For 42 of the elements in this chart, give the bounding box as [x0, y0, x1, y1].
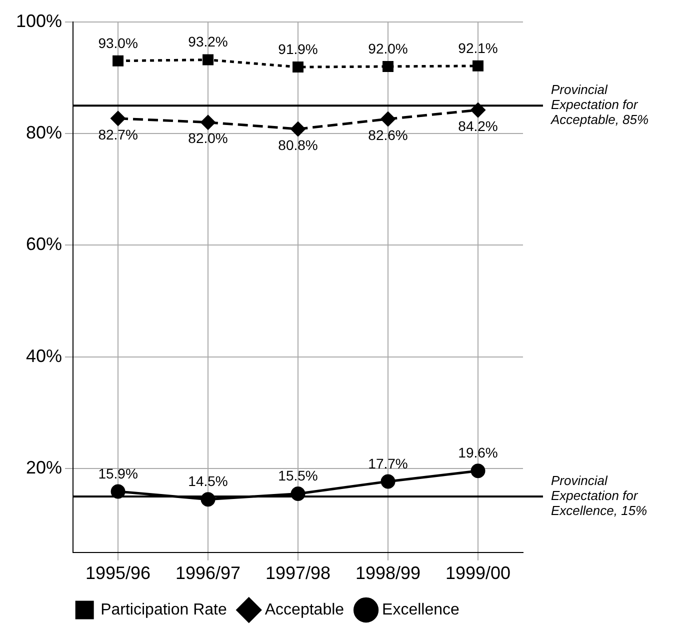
data-label: 19.6% [458, 444, 498, 461]
x-tick-label: 1997/98 [265, 563, 331, 584]
x-tick-label: 1999/00 [445, 563, 511, 584]
data-label: 82.7% [98, 126, 138, 142]
data-label: 91.9% [278, 40, 318, 57]
legend-label: Excellence [382, 601, 460, 618]
point [380, 112, 396, 126]
data-label: 14.5% [188, 473, 228, 490]
y-tick-label: 100% [16, 10, 62, 31]
legend-label: Acceptable [264, 601, 344, 618]
data-label: 84.2% [458, 118, 498, 134]
y-tick-label: 20% [26, 458, 62, 478]
data-label: 82.6% [368, 126, 408, 143]
point [380, 474, 396, 489]
point [110, 111, 126, 126]
data-label: 93.0% [98, 34, 138, 51]
data-label: 15.9% [98, 465, 138, 482]
point [470, 464, 486, 478]
data-label: 17.7% [368, 455, 408, 472]
data-label: 92.1% [458, 40, 498, 56]
point [382, 60, 394, 72]
point [112, 55, 124, 66]
data-label: 82.0% [188, 130, 228, 146]
point [292, 62, 304, 73]
data-label: 15.5% [278, 468, 318, 484]
point [200, 115, 216, 130]
point [470, 102, 486, 118]
y-tick-label: 40% [26, 346, 62, 366]
data-label: 92.0% [368, 40, 408, 56]
y-tick-label: 80% [26, 122, 62, 142]
point [202, 54, 214, 66]
x-tick-label: 1998/99 [355, 563, 421, 584]
ref-line-label: Provincial Expectation for Acceptable, 85% [550, 82, 649, 128]
data-label: 80.8% [278, 136, 318, 153]
y-tick-label: 60% [26, 234, 62, 254]
x-tick-label: 1995/96 [85, 563, 151, 584]
legend-label: Participation Rate [100, 601, 227, 618]
point [472, 60, 484, 72]
ref-line-label: Provincial Expectation for Excellence, 15% [551, 473, 648, 518]
x-tick-label: 1996/97 [175, 563, 241, 584]
point [290, 122, 306, 136]
data-label: 93.2% [188, 34, 228, 50]
